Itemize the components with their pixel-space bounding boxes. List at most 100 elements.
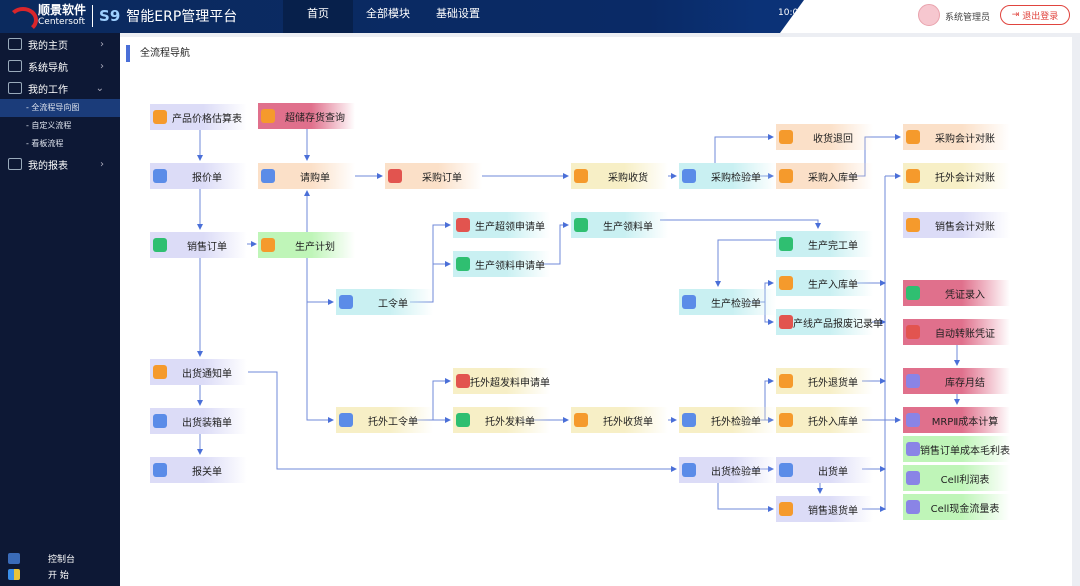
flow-node-label: 凭证录入 bbox=[945, 289, 985, 301]
nav-basic-settings[interactable]: 基础设置 bbox=[436, 7, 480, 20]
sidebar-sub-full-flow[interactable]: - 全流程导向图 bbox=[0, 99, 120, 117]
sidebar-sub-custom-flow[interactable]: - 自定义流程 bbox=[26, 121, 72, 130]
sidebar-sub-kanban-flow[interactable]: - 看板流程 bbox=[26, 139, 64, 148]
sidebar-item-home[interactable]: 我的主页 › bbox=[0, 33, 120, 55]
flow-node[interactable]: 生产计划 bbox=[258, 232, 355, 258]
flow-node[interactable]: 产品价格估算表 bbox=[150, 104, 247, 130]
flow-node-label: 工令单 bbox=[378, 298, 408, 310]
brand-cn: 顺景软件 bbox=[38, 3, 87, 17]
flow-node[interactable]: 请购单 bbox=[258, 163, 355, 189]
avatar[interactable] bbox=[918, 4, 940, 26]
flow-node[interactable]: 采购收货 bbox=[571, 163, 668, 189]
document-icon bbox=[779, 502, 793, 516]
flow-node[interactable]: 托外入库单 bbox=[776, 407, 873, 433]
flow-node-label: 生产检验单 bbox=[711, 298, 761, 310]
document-icon bbox=[456, 374, 470, 388]
flow-node-label: 托外入库单 bbox=[808, 416, 858, 428]
flow-node[interactable]: 托外超发料申请单 bbox=[453, 368, 550, 394]
flow-node[interactable]: 自动转账凭证 bbox=[903, 319, 1010, 345]
user-name[interactable]: 系统管理员 bbox=[945, 13, 991, 23]
sidebar-bottom: 控制台 开 始 bbox=[8, 550, 75, 582]
document-icon bbox=[779, 374, 793, 388]
flow-node[interactable]: 采购入库单 bbox=[776, 163, 873, 189]
flow-node[interactable]: 库存月结 bbox=[903, 368, 1010, 394]
flow-node[interactable]: 生产检验单 bbox=[679, 289, 776, 315]
flow-node[interactable]: 采购检验单 bbox=[679, 163, 776, 189]
flow-node[interactable]: 工令单 bbox=[336, 289, 433, 315]
document-icon bbox=[153, 238, 167, 252]
flow-node[interactable]: 销售退货单 bbox=[776, 496, 873, 522]
document-icon bbox=[906, 218, 920, 232]
flow-node[interactable]: 生产完工单 bbox=[776, 231, 873, 257]
flow-node-label: 销售订单 bbox=[187, 241, 227, 253]
document-icon bbox=[906, 325, 920, 339]
flow-node[interactable]: 收货退回 bbox=[776, 124, 873, 150]
document-icon bbox=[682, 463, 696, 477]
flow-node-label: 采购收货 bbox=[608, 172, 648, 184]
product-mark: S9 bbox=[99, 7, 121, 25]
flow-node[interactable]: 生产领料单 bbox=[571, 212, 668, 238]
flow-node[interactable]: 销售会计对账 bbox=[903, 212, 1010, 238]
briefcase-icon bbox=[8, 82, 22, 94]
start-label: 开 始 bbox=[48, 570, 69, 581]
flow-node-label: 收货退回 bbox=[813, 133, 853, 145]
flow-node[interactable]: 托外退货单 bbox=[776, 368, 873, 394]
start-button[interactable]: 开 始 bbox=[8, 566, 75, 582]
document-icon bbox=[906, 286, 920, 300]
flow-node[interactable]: 销售订单 bbox=[150, 232, 247, 258]
app-title: 智能ERP管理平台 bbox=[126, 9, 238, 25]
flow-node[interactable]: 托外收货单 bbox=[571, 407, 668, 433]
logout-button[interactable]: ⇥ 退出登录 bbox=[1000, 5, 1070, 25]
flow-node[interactable]: 采购订单 bbox=[385, 163, 482, 189]
flow-node-label: 托外收货单 bbox=[603, 416, 653, 428]
flow-node[interactable]: 报价单 bbox=[150, 163, 247, 189]
flow-node[interactable]: 托外工令单 bbox=[336, 407, 433, 433]
top-nav: 首页 全部模块 基础设置 bbox=[283, 0, 493, 33]
nav-all-modules[interactable]: 全部模块 bbox=[366, 7, 410, 20]
document-icon bbox=[574, 169, 588, 183]
flow-node[interactable]: 出货检验单 bbox=[679, 457, 776, 483]
document-icon bbox=[779, 315, 793, 329]
document-icon bbox=[906, 471, 920, 485]
document-icon bbox=[456, 413, 470, 427]
document-icon bbox=[906, 413, 920, 427]
sidebar-item-my-work[interactable]: 我的工作 ⌄ bbox=[0, 77, 120, 99]
flow-node-label: 超储存货查询 bbox=[285, 112, 345, 124]
flow-node[interactable]: 出货单 bbox=[776, 457, 873, 483]
flow-node[interactable]: 产线产品报废记录单 bbox=[776, 309, 883, 335]
document-icon bbox=[456, 218, 470, 232]
logo: 顺景软件 Centersoft S9 智能ERP管理平台 bbox=[6, 3, 238, 33]
flow-node[interactable]: 托外发料单 bbox=[453, 407, 550, 433]
nav-home[interactable]: 首页 bbox=[283, 0, 353, 33]
flow-node[interactable]: 托外检验单 bbox=[679, 407, 776, 433]
chart-icon bbox=[8, 158, 22, 170]
flow-node[interactable]: 生产入库单 bbox=[776, 270, 873, 296]
flow-node[interactable]: Cell利润表 bbox=[903, 465, 1010, 491]
sidebar-item-reports[interactable]: 我的报表 › bbox=[0, 153, 120, 175]
sidebar: 我的主页 › 系统导航 › 我的工作 ⌄ - 全流程导向图 - 自定义流程 - 看板流… bbox=[0, 33, 120, 586]
sidebar-item-label: 我的主页 bbox=[28, 40, 68, 52]
flow-node[interactable]: 生产领料申请单 bbox=[453, 251, 550, 277]
sidebar-item-label: 我的报表 bbox=[28, 160, 68, 172]
flow-node-label: 生产完工单 bbox=[808, 240, 858, 252]
console-button[interactable]: 控制台 bbox=[8, 550, 75, 566]
flow-node[interactable]: 出货通知单 bbox=[150, 359, 247, 385]
flow-node[interactable]: 出货装箱单 bbox=[150, 408, 247, 434]
flow-node-label: Cell利润表 bbox=[940, 474, 990, 486]
flow-node[interactable]: 报关单 bbox=[150, 457, 247, 483]
flow-node[interactable]: 生产超领申请单 bbox=[453, 212, 550, 238]
flow-node-label: 托外检验单 bbox=[711, 416, 761, 428]
divider bbox=[92, 5, 94, 27]
flow-node[interactable]: MRPⅡ成本计算 bbox=[903, 407, 1010, 433]
flow-node-label: 托外发料单 bbox=[485, 416, 535, 428]
flow-node[interactable]: 托外会计对账 bbox=[903, 163, 1010, 189]
flow-node[interactable]: 超储存货查询 bbox=[258, 103, 355, 129]
flow-node-label: 采购订单 bbox=[422, 172, 462, 184]
flow-node[interactable]: 采购会计对账 bbox=[903, 124, 1010, 150]
flow-node[interactable]: Cell现金流量表 bbox=[903, 494, 1010, 520]
flow-node[interactable]: 凭证录入 bbox=[903, 280, 1010, 306]
flow-node-label: 销售订单成本毛利表 bbox=[920, 445, 1010, 457]
sidebar-item-system-nav[interactable]: 系统导航 › bbox=[0, 55, 120, 77]
flow-node[interactable]: 销售订单成本毛利表 bbox=[903, 436, 1010, 462]
logout-label: 退出登录 bbox=[1022, 11, 1059, 22]
